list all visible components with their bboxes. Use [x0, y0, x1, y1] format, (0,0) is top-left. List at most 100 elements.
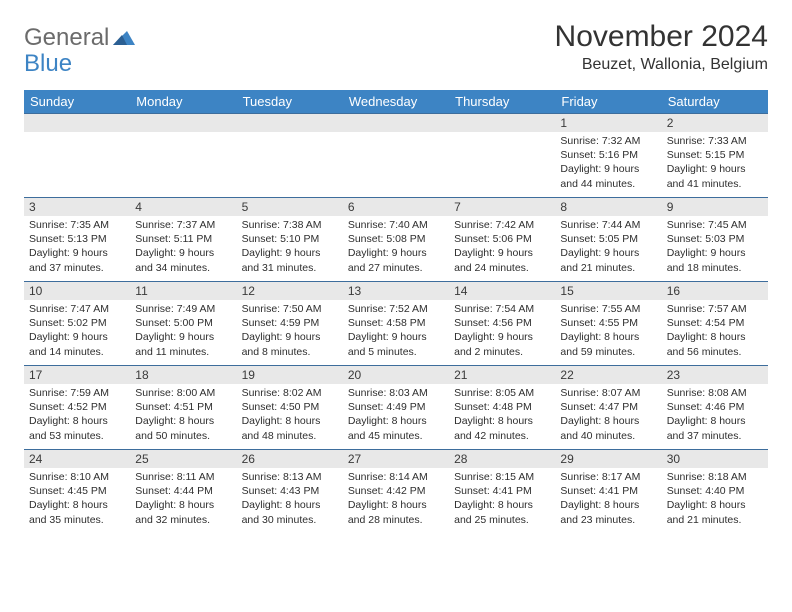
- calendar-week-row: 17Sunrise: 7:59 AMSunset: 4:52 PMDayligh…: [24, 366, 768, 450]
- day-details: Sunrise: 8:05 AMSunset: 4:48 PMDaylight:…: [449, 384, 555, 447]
- calendar-day-cell: [24, 114, 130, 198]
- calendar-day-cell: 12Sunrise: 7:50 AMSunset: 4:59 PMDayligh…: [237, 282, 343, 366]
- day-details: Sunrise: 7:55 AMSunset: 4:55 PMDaylight:…: [555, 300, 661, 363]
- weekday-header: Tuesday: [237, 90, 343, 114]
- day-details: Sunrise: 8:08 AMSunset: 4:46 PMDaylight:…: [662, 384, 768, 447]
- day-number: 3: [24, 198, 130, 216]
- calendar-week-row: 24Sunrise: 8:10 AMSunset: 4:45 PMDayligh…: [24, 450, 768, 534]
- day-details: Sunrise: 7:54 AMSunset: 4:56 PMDaylight:…: [449, 300, 555, 363]
- day-details: Sunrise: 7:57 AMSunset: 4:54 PMDaylight:…: [662, 300, 768, 363]
- calendar-day-cell: 10Sunrise: 7:47 AMSunset: 5:02 PMDayligh…: [24, 282, 130, 366]
- weekday-header: Sunday: [24, 90, 130, 114]
- day-details: [130, 132, 236, 138]
- calendar-day-cell: 7Sunrise: 7:42 AMSunset: 5:06 PMDaylight…: [449, 198, 555, 282]
- weekday-header: Wednesday: [343, 90, 449, 114]
- day-number: 9: [662, 198, 768, 216]
- day-details: Sunrise: 8:11 AMSunset: 4:44 PMDaylight:…: [130, 468, 236, 531]
- calendar-day-cell: 6Sunrise: 7:40 AMSunset: 5:08 PMDaylight…: [343, 198, 449, 282]
- day-number: 6: [343, 198, 449, 216]
- day-details: Sunrise: 7:40 AMSunset: 5:08 PMDaylight:…: [343, 216, 449, 279]
- weekday-header: Monday: [130, 90, 236, 114]
- calendar-day-cell: 8Sunrise: 7:44 AMSunset: 5:05 PMDaylight…: [555, 198, 661, 282]
- day-details: Sunrise: 7:52 AMSunset: 4:58 PMDaylight:…: [343, 300, 449, 363]
- calendar-day-cell: 9Sunrise: 7:45 AMSunset: 5:03 PMDaylight…: [662, 198, 768, 282]
- day-details: Sunrise: 7:49 AMSunset: 5:00 PMDaylight:…: [130, 300, 236, 363]
- page-title: November 2024: [555, 20, 768, 54]
- calendar-day-cell: 23Sunrise: 8:08 AMSunset: 4:46 PMDayligh…: [662, 366, 768, 450]
- weekday-header: Saturday: [662, 90, 768, 114]
- calendar-day-cell: 1Sunrise: 7:32 AMSunset: 5:16 PMDaylight…: [555, 114, 661, 198]
- calendar-day-cell: 13Sunrise: 7:52 AMSunset: 4:58 PMDayligh…: [343, 282, 449, 366]
- day-number: 28: [449, 450, 555, 468]
- page-location: Beuzet, Wallonia, Belgium: [555, 56, 768, 74]
- calendar-day-cell: 4Sunrise: 7:37 AMSunset: 5:11 PMDaylight…: [130, 198, 236, 282]
- calendar-day-cell: 21Sunrise: 8:05 AMSunset: 4:48 PMDayligh…: [449, 366, 555, 450]
- day-details: Sunrise: 7:35 AMSunset: 5:13 PMDaylight:…: [24, 216, 130, 279]
- calendar-day-cell: 15Sunrise: 7:55 AMSunset: 4:55 PMDayligh…: [555, 282, 661, 366]
- calendar-week-row: 1Sunrise: 7:32 AMSunset: 5:16 PMDaylight…: [24, 114, 768, 198]
- day-number: 8: [555, 198, 661, 216]
- day-number: [449, 114, 555, 132]
- day-number: [24, 114, 130, 132]
- day-details: Sunrise: 8:17 AMSunset: 4:41 PMDaylight:…: [555, 468, 661, 531]
- calendar-day-cell: 30Sunrise: 8:18 AMSunset: 4:40 PMDayligh…: [662, 450, 768, 534]
- day-number: 5: [237, 198, 343, 216]
- day-number: 20: [343, 366, 449, 384]
- day-number: 27: [343, 450, 449, 468]
- calendar-week-row: 3Sunrise: 7:35 AMSunset: 5:13 PMDaylight…: [24, 198, 768, 282]
- calendar-day-cell: [343, 114, 449, 198]
- day-number: 13: [343, 282, 449, 300]
- day-number: 17: [24, 366, 130, 384]
- day-number: 29: [555, 450, 661, 468]
- calendar-day-cell: 14Sunrise: 7:54 AMSunset: 4:56 PMDayligh…: [449, 282, 555, 366]
- day-details: Sunrise: 7:38 AMSunset: 5:10 PMDaylight:…: [237, 216, 343, 279]
- day-details: Sunrise: 7:42 AMSunset: 5:06 PMDaylight:…: [449, 216, 555, 279]
- logo: General Blue: [24, 20, 135, 78]
- day-number: 26: [237, 450, 343, 468]
- day-number: 2: [662, 114, 768, 132]
- day-number: 22: [555, 366, 661, 384]
- calendar-day-cell: 26Sunrise: 8:13 AMSunset: 4:43 PMDayligh…: [237, 450, 343, 534]
- calendar-day-cell: 28Sunrise: 8:15 AMSunset: 4:41 PMDayligh…: [449, 450, 555, 534]
- day-details: Sunrise: 8:15 AMSunset: 4:41 PMDaylight:…: [449, 468, 555, 531]
- calendar-day-cell: 27Sunrise: 8:14 AMSunset: 4:42 PMDayligh…: [343, 450, 449, 534]
- calendar-day-cell: 19Sunrise: 8:02 AMSunset: 4:50 PMDayligh…: [237, 366, 343, 450]
- day-details: Sunrise: 7:50 AMSunset: 4:59 PMDaylight:…: [237, 300, 343, 363]
- day-number: 7: [449, 198, 555, 216]
- calendar-day-cell: 18Sunrise: 8:00 AMSunset: 4:51 PMDayligh…: [130, 366, 236, 450]
- calendar-day-cell: [130, 114, 236, 198]
- day-number: 16: [662, 282, 768, 300]
- calendar-day-cell: 25Sunrise: 8:11 AMSunset: 4:44 PMDayligh…: [130, 450, 236, 534]
- calendar-day-cell: 17Sunrise: 7:59 AMSunset: 4:52 PMDayligh…: [24, 366, 130, 450]
- day-number: [130, 114, 236, 132]
- weekday-header: Thursday: [449, 90, 555, 114]
- day-number: 25: [130, 450, 236, 468]
- day-details: Sunrise: 7:44 AMSunset: 5:05 PMDaylight:…: [555, 216, 661, 279]
- logo-triangle-icon: [113, 29, 135, 50]
- day-number: 11: [130, 282, 236, 300]
- day-details: Sunrise: 8:03 AMSunset: 4:49 PMDaylight:…: [343, 384, 449, 447]
- day-number: 4: [130, 198, 236, 216]
- calendar-day-cell: [449, 114, 555, 198]
- calendar-day-cell: 5Sunrise: 7:38 AMSunset: 5:10 PMDaylight…: [237, 198, 343, 282]
- day-details: Sunrise: 7:59 AMSunset: 4:52 PMDaylight:…: [24, 384, 130, 447]
- day-number: 21: [449, 366, 555, 384]
- day-details: Sunrise: 7:45 AMSunset: 5:03 PMDaylight:…: [662, 216, 768, 279]
- day-details: Sunrise: 7:37 AMSunset: 5:11 PMDaylight:…: [130, 216, 236, 279]
- day-details: Sunrise: 8:02 AMSunset: 4:50 PMDaylight:…: [237, 384, 343, 447]
- calendar-day-cell: 24Sunrise: 8:10 AMSunset: 4:45 PMDayligh…: [24, 450, 130, 534]
- header-row: General Blue November 2024 Beuzet, Wallo…: [24, 20, 768, 78]
- calendar-table: SundayMondayTuesdayWednesdayThursdayFrid…: [24, 90, 768, 534]
- day-number: 15: [555, 282, 661, 300]
- day-details: Sunrise: 7:32 AMSunset: 5:16 PMDaylight:…: [555, 132, 661, 195]
- weekday-header-row: SundayMondayTuesdayWednesdayThursdayFrid…: [24, 90, 768, 114]
- day-number: 24: [24, 450, 130, 468]
- day-number: 18: [130, 366, 236, 384]
- day-number: 1: [555, 114, 661, 132]
- day-details: Sunrise: 8:13 AMSunset: 4:43 PMDaylight:…: [237, 468, 343, 531]
- calendar-week-row: 10Sunrise: 7:47 AMSunset: 5:02 PMDayligh…: [24, 282, 768, 366]
- day-details: Sunrise: 8:07 AMSunset: 4:47 PMDaylight:…: [555, 384, 661, 447]
- title-block: November 2024 Beuzet, Wallonia, Belgium: [555, 20, 768, 74]
- day-number: 14: [449, 282, 555, 300]
- day-number: 23: [662, 366, 768, 384]
